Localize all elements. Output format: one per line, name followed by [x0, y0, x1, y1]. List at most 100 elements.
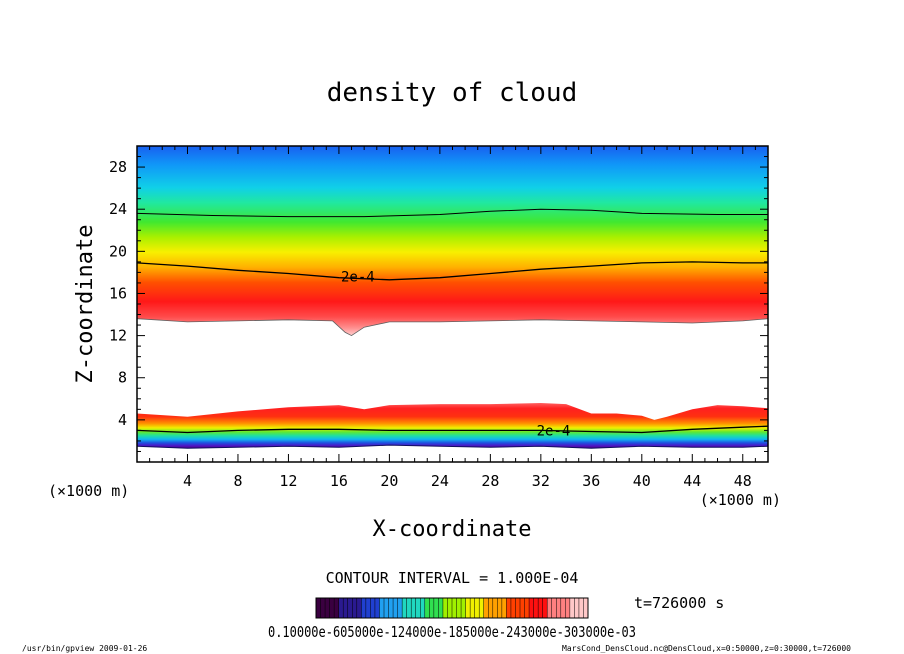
colorbar-swatch — [334, 598, 340, 618]
colorbar-swatch — [352, 598, 358, 618]
y-tick-label: 24 — [109, 200, 127, 218]
colorbar-tick-labels: 0.10000e-605000e-124000e-185000e-243000e… — [268, 623, 636, 641]
colorbar-swatch — [547, 598, 553, 618]
y-tick-label: 28 — [109, 158, 127, 176]
colorbar-swatch — [429, 598, 435, 618]
y-tick-label: 16 — [109, 284, 127, 302]
colorbar-frame — [315, 597, 589, 619]
colorbar-swatch — [447, 598, 453, 618]
plot-area — [137, 146, 768, 449]
colorbar — [315, 598, 589, 618]
colorbar-swatch — [402, 598, 408, 618]
colorbar-swatch — [406, 598, 412, 618]
colorbar-swatch — [347, 598, 353, 618]
y-tick-label: 12 — [109, 327, 127, 345]
colorbar-swatch — [379, 598, 385, 618]
colorbar-swatch — [424, 598, 430, 618]
contour-labels: 2e-4 2e-4 — [341, 270, 570, 440]
colorbar-swatch — [560, 598, 566, 618]
x-tick-label: 20 — [380, 472, 398, 490]
y-tick-label: 8 — [118, 369, 127, 387]
y-tick-label: 20 — [109, 242, 127, 260]
time-label: t=726000 s — [634, 594, 724, 612]
lower-bottom-contour-line — [137, 444, 768, 449]
x-tick-label: 32 — [532, 472, 550, 490]
colorbar-swatch — [325, 598, 330, 618]
colorbar-swatch — [538, 598, 544, 618]
contour-label: 2e-4 — [341, 270, 375, 286]
colorbar-swatch — [388, 598, 394, 618]
colorbar-swatch — [433, 598, 439, 618]
colorbar-swatch — [474, 598, 480, 618]
colorbar-swatch — [529, 598, 534, 618]
colorbar-swatch — [492, 598, 498, 618]
colorbar-swatch — [488, 598, 494, 618]
colorbar-swatch — [343, 598, 349, 618]
colorbar-swatch — [515, 598, 521, 618]
contour-label: 2e-4 — [537, 423, 571, 439]
colorbar-swatch — [479, 598, 485, 618]
y-axis-label: Z-coordinate — [73, 225, 98, 384]
upper-top-contour-line — [137, 208, 768, 218]
x-axis-ticks: 4 8 12 16 20 24 28 32 36 40 44 48 — [136, 146, 769, 490]
colorbar-swatch — [501, 598, 507, 618]
colorbar-swatch — [365, 598, 371, 618]
colorbar-swatch — [565, 598, 571, 618]
colorbar-swatch — [461, 598, 466, 618]
colorbar-swatch — [551, 598, 557, 618]
upper-cloud-band — [137, 146, 768, 336]
colorbar-swatch — [497, 598, 503, 618]
colorbar-swatch — [569, 598, 575, 618]
contour-interval: CONTOUR INTERVAL = 1.000E-04 — [326, 569, 579, 587]
colorbar-swatch — [452, 598, 457, 618]
upper-2e-4-contour-line — [137, 261, 768, 281]
x-tick-label: 48 — [734, 472, 752, 490]
colorbar-swatch — [520, 598, 525, 618]
lower-2e-4-contour-line — [137, 425, 768, 434]
colorbar-swatch — [316, 598, 321, 618]
colorbar-swatch — [470, 598, 476, 618]
x-tick-label: 36 — [582, 472, 600, 490]
x-tick-label: 16 — [330, 472, 348, 490]
x-tick-label: 4 — [183, 472, 192, 490]
x-tick-label: 40 — [633, 472, 651, 490]
colorbar-swatch — [578, 598, 584, 618]
colorbar-swatch — [556, 598, 562, 618]
colorbar-swatch — [438, 598, 444, 618]
colorbar-swatch — [456, 598, 462, 618]
colorbar-swatch — [483, 598, 489, 618]
colorbar-swatch — [411, 598, 417, 618]
colorbar-swatch — [370, 598, 376, 618]
colorbar-swatch — [384, 598, 389, 618]
colorbar-swatch — [465, 598, 471, 618]
x-tick-label: 44 — [683, 472, 701, 490]
lower-cloud-band — [137, 403, 768, 449]
colorbar-swatch — [356, 598, 362, 618]
y-axis-ticks: 4 8 12 16 20 24 28 — [109, 145, 768, 463]
x-unit-left: (×1000 m) — [48, 482, 129, 500]
colorbar-swatch — [420, 598, 426, 618]
colorbar-swatch — [397, 598, 403, 618]
x-axis-label: X-coordinate — [373, 517, 532, 542]
x-tick-label: 12 — [279, 472, 297, 490]
colorbar-swatch — [506, 598, 512, 618]
footer-program: /usr/bin/gpview 2009-01-26 — [22, 644, 147, 653]
colorbar-swatch — [329, 598, 335, 618]
colorbar-swatch — [338, 598, 344, 618]
colorbar-swatch — [415, 598, 421, 618]
colorbar-swatch — [533, 598, 539, 618]
upper-bottom-contour-line — [137, 318, 768, 337]
colorbar-swatch — [524, 598, 530, 618]
chart-title: density of cloud — [327, 78, 577, 108]
colorbar-swatch — [374, 598, 380, 618]
colorbar-swatch — [361, 598, 367, 618]
colorbar-swatch — [542, 598, 548, 618]
colorbar-swatch — [320, 598, 326, 618]
x-tick-label: 8 — [233, 472, 242, 490]
colorbar-swatch — [442, 598, 448, 618]
colorbar-swatch — [574, 598, 580, 618]
y-tick-label: 4 — [118, 411, 127, 429]
x-tick-label: 28 — [481, 472, 499, 490]
colorbar-swatch — [510, 598, 516, 618]
